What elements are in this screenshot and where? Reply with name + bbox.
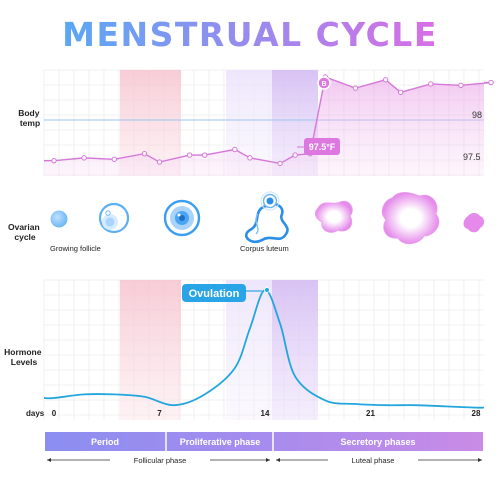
ovulation-band-hormone: [272, 280, 318, 420]
x-tick-label: 28: [472, 409, 481, 418]
ruptured-follicle-icon: [244, 191, 289, 244]
temp-low-label: 97.5°F: [309, 142, 336, 152]
x-tick-label: 7: [157, 409, 162, 418]
body-temp-chart: Body temp 98 97.5 97.5°F B: [18, 69, 494, 176]
temp-point: [292, 152, 298, 158]
secondary-follicle-icon: [98, 202, 130, 234]
temp-point: [156, 159, 163, 165]
phase-period-label: Period: [91, 437, 119, 447]
x-axis-ticks: 0 7 14 21 28: [52, 409, 481, 418]
temp-tick-98: 98: [472, 110, 482, 120]
temp-area: [44, 76, 492, 176]
x-tick-label: 0: [52, 409, 57, 418]
temp-point: [458, 82, 464, 89]
ovulation-callout: Ovulation: [182, 284, 262, 302]
temp-low-callout: 97.5°F: [297, 138, 340, 155]
corpus-luteum-small-icon: [314, 200, 353, 233]
temp-point: [247, 155, 253, 161]
row-label-hormone: Hormone Levels: [4, 347, 44, 367]
temp-point: [488, 79, 494, 86]
phase-secretory-label: Secretory phases: [340, 437, 415, 447]
temp-point: [428, 81, 434, 87]
corpus-luteum-label: Corpus luteum: [240, 244, 289, 253]
row-label-ovarian: Ovarian cycle: [8, 222, 42, 242]
ovulation-point: [264, 287, 270, 293]
corpus-luteum-large-icon: [381, 192, 440, 245]
row-label-ovarian-1: Ovarian: [8, 222, 40, 232]
temp-point: [186, 152, 193, 158]
temp-point: [277, 160, 283, 167]
page-title: MENSTRUAL CYCLE: [62, 15, 438, 54]
row-label-body-temp-2: temp: [20, 118, 40, 128]
temp-point: [397, 89, 404, 96]
temp-point: [141, 150, 148, 157]
temp-point: [232, 146, 238, 153]
temp-point: [202, 152, 208, 158]
growing-follicle-icon: [50, 210, 68, 228]
temp-point: [111, 156, 117, 162]
corpus-albicans-icon: [463, 212, 485, 233]
row-label-body-temp-1: Body: [18, 108, 40, 118]
subphase-row: Follicular phase Luteal phase: [47, 456, 482, 465]
temp-high-label: B: [321, 81, 326, 88]
row-label-body-temp: Body temp: [18, 108, 42, 128]
x-tick-label: 14: [261, 409, 270, 418]
temp-point: [51, 157, 57, 164]
x-tick-label: 21: [366, 409, 375, 418]
growing-follicle-label: Growing follicle: [50, 244, 101, 253]
row-label-hormone-2: Levels: [11, 357, 38, 367]
x-axis-label: days: [26, 409, 45, 418]
phase-bar-bg: [45, 432, 483, 451]
temp-point: [81, 155, 87, 161]
mature-follicle-icon: [163, 199, 201, 237]
ovarian-cycle-row: Ovarian cycle: [8, 191, 485, 253]
temp-high-callout: B: [317, 76, 331, 90]
temp-tick-97-5: 97.5: [463, 152, 481, 162]
row-label-ovarian-2: cycle: [14, 232, 36, 242]
follicular-phase-label: Follicular phase: [134, 456, 187, 465]
ovulation-label: Ovulation: [189, 288, 240, 300]
temp-point: [382, 77, 389, 83]
proliferative-band-hormone: [226, 280, 272, 420]
hormone-chart: Ovulation Hormone Levels days 0 7 14 21 28: [4, 279, 485, 420]
phase-proliferative-label: Proliferative phase: [180, 437, 261, 447]
phase-bar: Period Proliferative phase Secretory pha…: [45, 432, 483, 451]
row-label-hormone-1: Hormone: [4, 347, 42, 357]
temp-point: [352, 85, 359, 91]
luteal-phase-label: Luteal phase: [352, 456, 395, 465]
period-band-hormone: [120, 280, 181, 420]
